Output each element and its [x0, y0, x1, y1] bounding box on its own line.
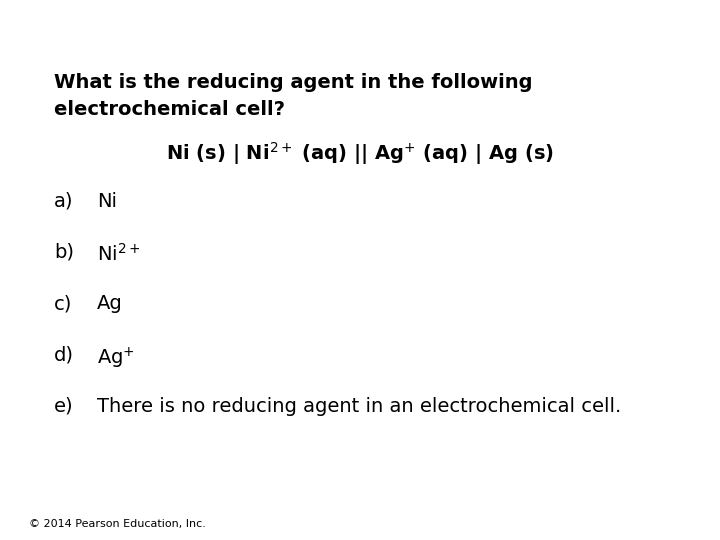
Text: Ni (s) | Ni$^{2+}$ (aq) || Ag$^{+}$ (aq) | Ag (s): Ni (s) | Ni$^{2+}$ (aq) || Ag$^{+}$ (aq)…	[166, 140, 554, 167]
Text: Ag: Ag	[97, 294, 123, 313]
Text: Ni$^{2+}$: Ni$^{2+}$	[97, 243, 140, 265]
Text: e): e)	[54, 397, 73, 416]
Text: Ag$^{+}$: Ag$^{+}$	[97, 346, 135, 371]
Text: Ni: Ni	[97, 192, 117, 211]
Text: There is no reducing agent in an electrochemical cell.: There is no reducing agent in an electro…	[97, 397, 621, 416]
Text: electrochemical cell?: electrochemical cell?	[54, 100, 285, 119]
Text: © 2014 Pearson Education, Inc.: © 2014 Pearson Education, Inc.	[29, 519, 206, 529]
Text: a): a)	[54, 192, 73, 211]
Text: d): d)	[54, 346, 74, 365]
Text: What is the reducing agent in the following: What is the reducing agent in the follow…	[54, 73, 533, 92]
Text: b): b)	[54, 243, 74, 262]
Text: c): c)	[54, 294, 73, 313]
